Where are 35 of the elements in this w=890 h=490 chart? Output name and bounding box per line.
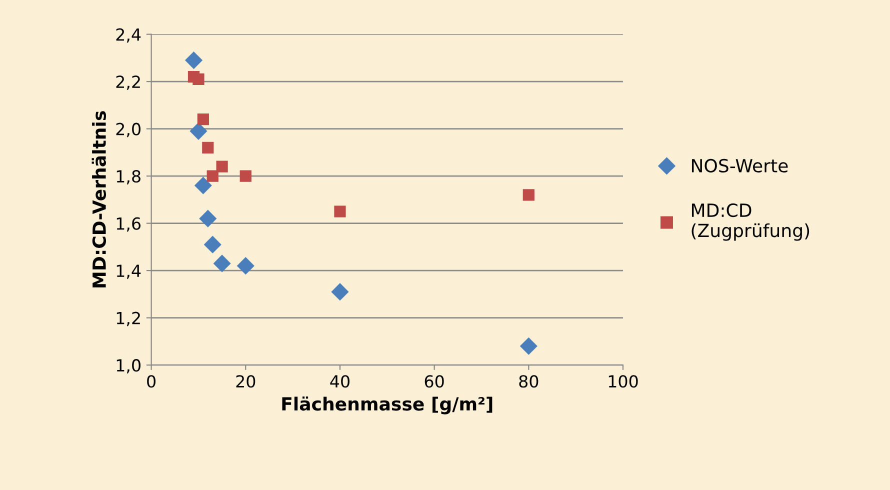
y-tick-label: 1,2 (116, 312, 140, 326)
point (202, 142, 214, 154)
y-tick-label: 1,4 (116, 264, 141, 279)
point (334, 206, 346, 218)
point (522, 189, 534, 201)
y-tick-label: 1,0 (116, 359, 140, 374)
point (190, 122, 208, 140)
x-tick-label: 60 (424, 375, 444, 388)
x-tick-label: 40 (330, 375, 350, 388)
x-axis-title: Flächenmasse [g/m²] (282, 396, 492, 414)
point (192, 73, 204, 85)
y-tick-label: 1,8 (116, 170, 140, 184)
x-tick-label: 100 (608, 375, 638, 388)
x-tick-label: 0 (147, 375, 156, 388)
y-tick-label: 2,2 (116, 76, 140, 90)
point (206, 170, 218, 182)
point (194, 176, 212, 194)
point (240, 170, 252, 182)
point (216, 160, 228, 172)
point (199, 210, 217, 228)
point (236, 257, 254, 275)
legend-label: MD:CD (Zugprüfung) (692, 203, 810, 241)
y-tick-label: 2,4 (116, 28, 141, 43)
point (520, 337, 538, 355)
point (197, 114, 209, 126)
y-tick-label: 2,0 (116, 122, 140, 138)
x-tick-label: 20 (236, 375, 256, 388)
point (213, 254, 231, 272)
legend-label: NOS-Werte (692, 158, 788, 173)
y-axis-title: MD:CD-Verhältnis (92, 111, 106, 288)
x-tick-label: 80 (519, 375, 538, 388)
y-tick-label: 1,6 (116, 217, 141, 232)
point (184, 52, 203, 70)
point (331, 283, 349, 301)
point (204, 236, 222, 254)
